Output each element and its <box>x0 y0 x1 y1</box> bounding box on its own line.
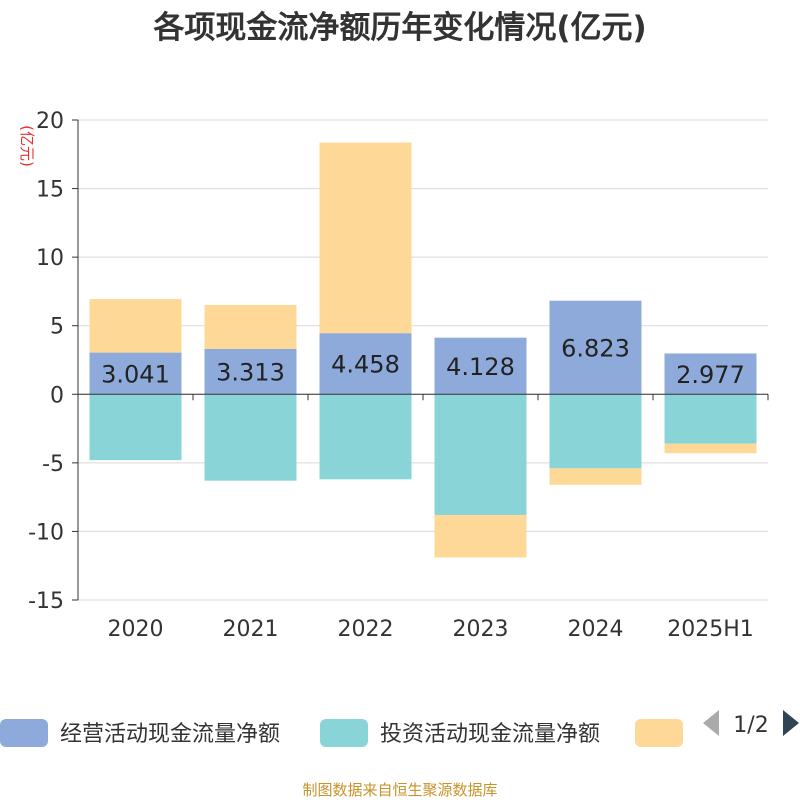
legend-swatch[interactable] <box>0 719 48 747</box>
triangle-right-icon[interactable] <box>783 710 799 736</box>
legend-page-indicator: 1/2 <box>733 713 768 738</box>
legend-pager: 1/2 <box>703 710 799 738</box>
x-tick-label: 2025H1 <box>667 617 754 642</box>
data-label: 4.458 <box>331 351 400 379</box>
y-axis-unit: (亿元) <box>18 125 36 167</box>
bar-segment <box>319 142 412 334</box>
legend-label[interactable]: 投资活动现金流量净额 <box>380 722 600 747</box>
bar-segment <box>204 394 297 481</box>
bar-segment <box>434 394 527 515</box>
data-label: 4.128 <box>446 353 515 381</box>
y-tick-label: 20 <box>36 109 64 134</box>
bar-segment <box>664 353 757 395</box>
bars <box>89 142 757 558</box>
x-tick-label: 2022 <box>338 617 394 642</box>
y-tick-label: -10 <box>28 520 64 545</box>
data-labels: 3.041 3.313 4.458 4.128 6.823 2.977 <box>101 334 745 388</box>
data-label: 3.041 <box>101 360 170 388</box>
bar-segment <box>549 394 642 469</box>
y-tick-label: -5 <box>42 452 64 477</box>
legend: 经营活动现金流量净额 投资活动现金流量净额 <box>0 719 683 747</box>
bar-segment <box>664 443 757 454</box>
bar-segment <box>664 394 757 444</box>
x-tick-label: 2020 <box>108 617 164 642</box>
bar-segment <box>89 352 182 395</box>
source-note: 制图数据来自恒生聚源数据库 <box>302 781 497 799</box>
bar-segment <box>89 299 182 353</box>
x-tick-label: 2024 <box>568 617 624 642</box>
legend-swatch[interactable] <box>635 719 683 747</box>
y-tick-label: 5 <box>50 315 64 340</box>
bar-segment <box>434 514 527 558</box>
y-tick-label: 15 <box>36 178 64 203</box>
bar-segment <box>434 337 527 395</box>
bar-segment <box>549 300 642 395</box>
x-tick-label: 2023 <box>453 617 509 642</box>
x-tick-label: 2021 <box>223 617 279 642</box>
y-tick-label: 10 <box>36 246 64 271</box>
bar-segment <box>319 394 412 480</box>
bar-segment <box>204 348 297 395</box>
legend-label[interactable]: 经营活动现金流量净额 <box>60 722 280 747</box>
y-axis-ticks: -15 -10 -5 0 5 10 15 20 <box>28 109 78 614</box>
legend-swatch[interactable] <box>320 719 368 747</box>
triangle-left-icon[interactable] <box>703 710 719 736</box>
chart-title: 各项现金流净额历年变化情况(亿元) <box>152 10 646 46</box>
bar-segment <box>549 468 642 485</box>
y-tick-label: 0 <box>50 383 64 408</box>
y-tick-label: -15 <box>28 589 64 614</box>
bar-segment <box>204 304 297 349</box>
data-label: 6.823 <box>561 334 630 362</box>
x-axis-ticks: 2020 2021 2022 2023 2024 2025H1 <box>77 394 769 642</box>
bar-segment <box>89 394 182 461</box>
data-label: 2.977 <box>676 361 745 389</box>
bar-segment <box>319 333 412 395</box>
data-label: 3.313 <box>216 359 285 387</box>
